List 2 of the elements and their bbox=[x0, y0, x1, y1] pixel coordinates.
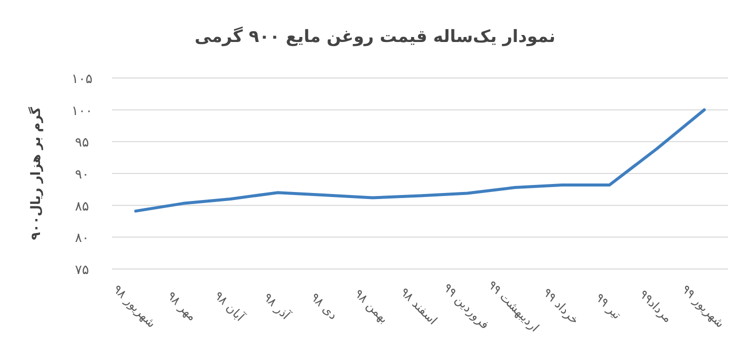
title: نمودار یک‌ساله قیمت روغن مایع ۹۰۰ گرمی bbox=[194, 27, 556, 47]
ylabel: ۹۰۰گرم بر هزار ریال bbox=[29, 106, 44, 240]
